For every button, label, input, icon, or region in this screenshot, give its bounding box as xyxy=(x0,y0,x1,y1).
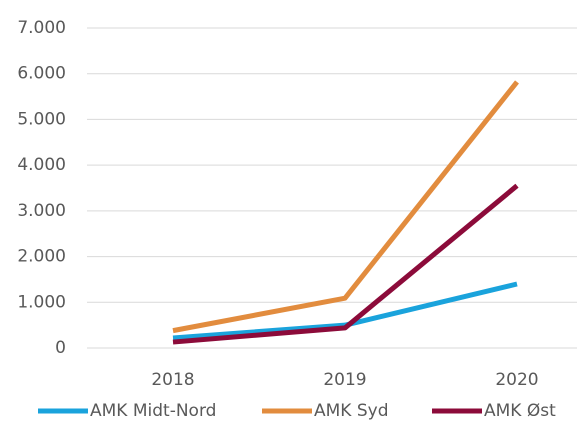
x-tick-label: 2019 xyxy=(323,370,366,390)
y-tick-label: 6.000 xyxy=(17,64,66,84)
series-line xyxy=(172,183,519,345)
x-tick-label: 2018 xyxy=(151,370,194,390)
y-tick-label: 3.000 xyxy=(17,201,66,221)
legend-label: AMK Øst xyxy=(484,401,556,421)
y-tick-label: 7.000 xyxy=(17,18,66,38)
legend-label: AMK Syd xyxy=(314,401,389,421)
y-tick-label: 4.000 xyxy=(17,155,66,175)
y-tick-label: 2.000 xyxy=(17,247,66,267)
legend-label: AMK Midt-Nord xyxy=(90,401,216,421)
x-tick-label: 2020 xyxy=(495,370,538,390)
series-line xyxy=(172,80,519,334)
y-tick-label: 1.000 xyxy=(17,292,66,312)
y-tick-label: 0 xyxy=(55,338,66,358)
y-tick-label: 5.000 xyxy=(17,109,66,129)
